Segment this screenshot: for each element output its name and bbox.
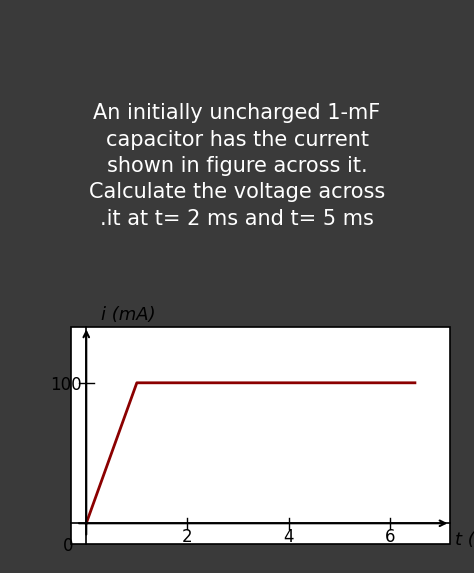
Text: t (ms): t (ms) [456, 531, 474, 549]
Text: 0: 0 [64, 537, 74, 555]
Bar [71, 327, 450, 544]
Text: An initially uncharged 1-mF
capacitor has the current
shown in figure across it.: An initially uncharged 1-mF capacitor ha… [89, 103, 385, 229]
Text: i (mA): i (mA) [101, 306, 156, 324]
